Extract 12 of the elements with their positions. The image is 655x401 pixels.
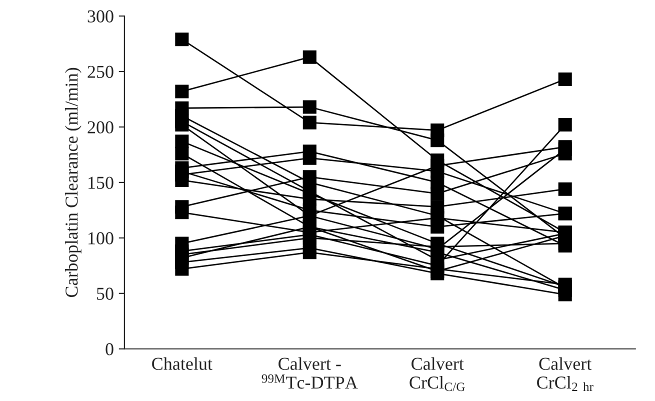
y-tick-label: 300 <box>88 10 114 22</box>
x-tick-label: Calvert - $^{99M}$Tc-DTPA <box>262 357 358 389</box>
x-tick-label: Calvert CrCl$_{C/G}$ <box>410 357 465 392</box>
y-tick-label: 0 <box>106 343 114 356</box>
y-tick-label: 50 <box>97 288 114 300</box>
y-tick-label: 200 <box>88 121 114 134</box>
x-tick-label: Chatelut <box>152 357 212 370</box>
y-axis-title: Carboplatin Clearance (ml/min) <box>65 68 82 298</box>
y-tick-label: 150 <box>88 176 114 189</box>
y-tick-label: 250 <box>88 66 114 78</box>
x-tick-label: Calvert CrCl$_{2 hr}$ <box>537 357 594 391</box>
y-tick-label: 100 <box>88 232 114 244</box>
